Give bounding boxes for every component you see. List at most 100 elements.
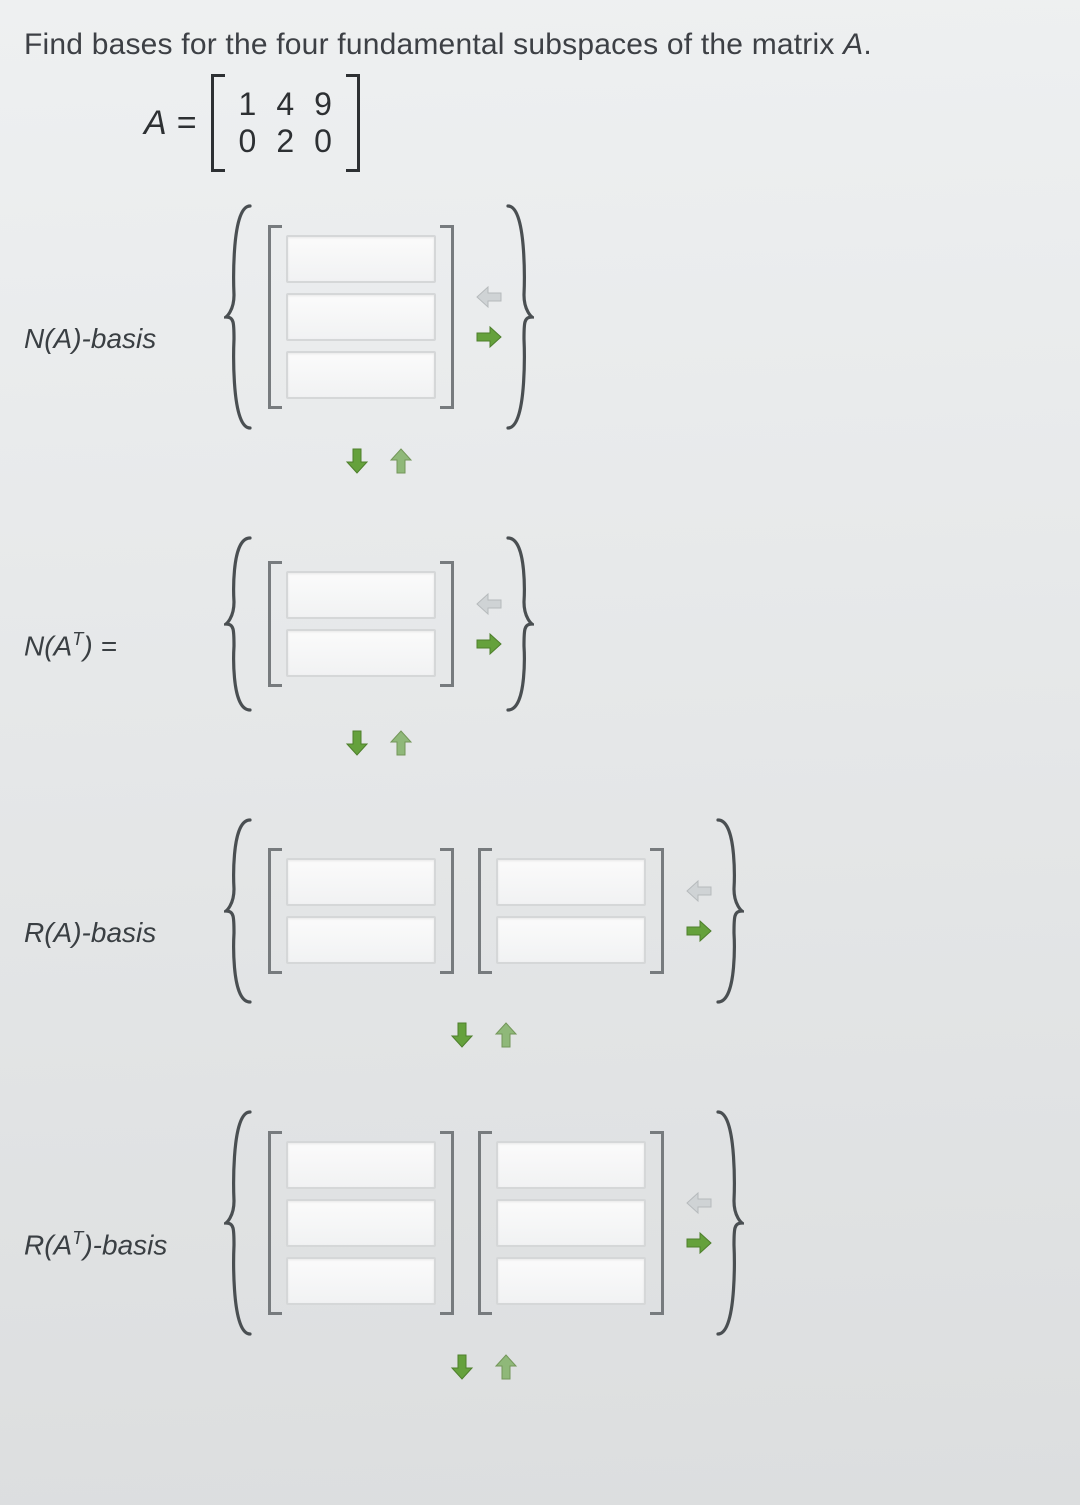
basis-vectors bbox=[254, 848, 678, 974]
prompt-prefix: Find bases for the four fundamental subs… bbox=[24, 28, 843, 61]
subspace-label: N(AT) = bbox=[24, 629, 224, 662]
answer-vector bbox=[478, 848, 664, 974]
answer-input[interactable] bbox=[286, 293, 436, 341]
down-arrow-button[interactable] bbox=[447, 1020, 477, 1050]
matrix-cell: 2 bbox=[266, 123, 304, 160]
right-curly-brace bbox=[504, 534, 534, 714]
subspace-label: N(A)-basis bbox=[24, 323, 224, 355]
basis-vectors bbox=[254, 1131, 678, 1315]
vector-right-bracket bbox=[440, 1131, 454, 1315]
answer-input[interactable] bbox=[496, 1199, 646, 1247]
prompt-suffix: . bbox=[863, 28, 872, 61]
basis-set bbox=[224, 1108, 744, 1338]
answer-input[interactable] bbox=[496, 1141, 646, 1189]
answer-input[interactable] bbox=[496, 1257, 646, 1305]
column-count-controls bbox=[474, 589, 504, 659]
vector-left-bracket bbox=[268, 1131, 282, 1315]
answer-vector bbox=[268, 561, 454, 687]
down-arrow-button[interactable] bbox=[342, 446, 372, 476]
subspace-entry-block bbox=[224, 816, 744, 1050]
left-arrow-button[interactable] bbox=[474, 589, 504, 619]
matrix-cell: 4 bbox=[266, 86, 304, 123]
matrix-cell: 0 bbox=[304, 123, 342, 160]
basis-vectors bbox=[254, 225, 468, 409]
row-count-controls bbox=[342, 728, 416, 758]
matrix-A: 1 4 9 0 2 0 bbox=[211, 80, 360, 166]
vector-right-bracket bbox=[440, 561, 454, 687]
subspace-label: R(AT)-basis bbox=[24, 1228, 224, 1261]
subspace-row-RA: R(A)-basis bbox=[24, 816, 1056, 1050]
left-curly-brace bbox=[224, 816, 254, 1006]
basis-vectors bbox=[254, 561, 468, 687]
equals-sign: = bbox=[177, 104, 211, 143]
answer-input[interactable] bbox=[286, 1257, 436, 1305]
down-arrow-button[interactable] bbox=[447, 1352, 477, 1382]
left-arrow-button[interactable] bbox=[684, 876, 714, 906]
row-count-controls bbox=[447, 1352, 521, 1382]
vector-left-bracket bbox=[478, 848, 492, 974]
vector-right-bracket bbox=[440, 225, 454, 409]
subspace-row-NAT: N(AT) = bbox=[24, 534, 1056, 758]
subspace-label: R(A)-basis bbox=[24, 917, 224, 949]
vector-left-bracket bbox=[478, 1131, 492, 1315]
up-arrow-button[interactable] bbox=[491, 1352, 521, 1382]
answer-input[interactable] bbox=[286, 629, 436, 677]
subspace-entry-block bbox=[224, 1108, 744, 1382]
answer-vector bbox=[268, 1131, 454, 1315]
answer-input[interactable] bbox=[286, 858, 436, 906]
column-count-controls bbox=[684, 1188, 714, 1258]
answer-vector bbox=[478, 1131, 664, 1315]
vector-entries bbox=[286, 1141, 436, 1305]
left-curly-brace bbox=[224, 1108, 254, 1338]
vector-entries bbox=[496, 1141, 646, 1305]
vector-left-bracket bbox=[268, 225, 282, 409]
left-arrow-button[interactable] bbox=[474, 282, 504, 312]
column-count-controls bbox=[474, 282, 504, 352]
subspace-row-NA: N(A)-basis bbox=[24, 202, 1056, 476]
basis-set bbox=[224, 816, 744, 1006]
answer-input[interactable] bbox=[286, 571, 436, 619]
up-arrow-button[interactable] bbox=[386, 446, 416, 476]
right-arrow-button[interactable] bbox=[684, 916, 714, 946]
answer-input[interactable] bbox=[496, 858, 646, 906]
up-arrow-button[interactable] bbox=[386, 728, 416, 758]
matrix-definition: A = 1 4 9 0 2 0 bbox=[144, 80, 1056, 166]
answer-input[interactable] bbox=[286, 1199, 436, 1247]
answer-vector bbox=[268, 225, 454, 409]
question-prompt: Find bases for the four fundamental subs… bbox=[24, 28, 1056, 62]
matrix-cell: 0 bbox=[229, 123, 267, 160]
matrix-cell: 1 bbox=[229, 86, 267, 123]
vector-entries bbox=[286, 235, 436, 399]
right-curly-brace bbox=[504, 202, 534, 432]
vector-right-bracket bbox=[650, 848, 664, 974]
right-arrow-button[interactable] bbox=[474, 322, 504, 352]
vector-entries bbox=[286, 858, 436, 964]
subspace-row-RAT: R(AT)-basis bbox=[24, 1108, 1056, 1382]
subspace-entry-block bbox=[224, 534, 534, 758]
answer-input[interactable] bbox=[286, 351, 436, 399]
answer-input[interactable] bbox=[286, 235, 436, 283]
row-count-controls bbox=[342, 446, 416, 476]
left-curly-brace bbox=[224, 202, 254, 432]
up-arrow-button[interactable] bbox=[491, 1020, 521, 1050]
answer-input[interactable] bbox=[496, 916, 646, 964]
left-arrow-button[interactable] bbox=[684, 1188, 714, 1218]
subspace-entry-block bbox=[224, 202, 534, 476]
down-arrow-button[interactable] bbox=[342, 728, 372, 758]
right-arrow-button[interactable] bbox=[684, 1228, 714, 1258]
prompt-var: A bbox=[843, 28, 863, 61]
matrix-cell: 9 bbox=[304, 86, 342, 123]
answer-input[interactable] bbox=[286, 1141, 436, 1189]
answer-vector bbox=[268, 848, 454, 974]
basis-set bbox=[224, 202, 534, 432]
vector-right-bracket bbox=[650, 1131, 664, 1315]
right-arrow-button[interactable] bbox=[474, 629, 504, 659]
matrix-right-bracket bbox=[346, 74, 360, 172]
vector-entries bbox=[286, 571, 436, 677]
matrix-lhs: A bbox=[144, 104, 177, 143]
vector-right-bracket bbox=[440, 848, 454, 974]
right-curly-brace bbox=[714, 1108, 744, 1338]
answer-input[interactable] bbox=[286, 916, 436, 964]
subspace-rows: N(A)-basis N(AT) = R(A)-basis R(AT)-basis bbox=[24, 202, 1056, 1382]
left-curly-brace bbox=[224, 534, 254, 714]
